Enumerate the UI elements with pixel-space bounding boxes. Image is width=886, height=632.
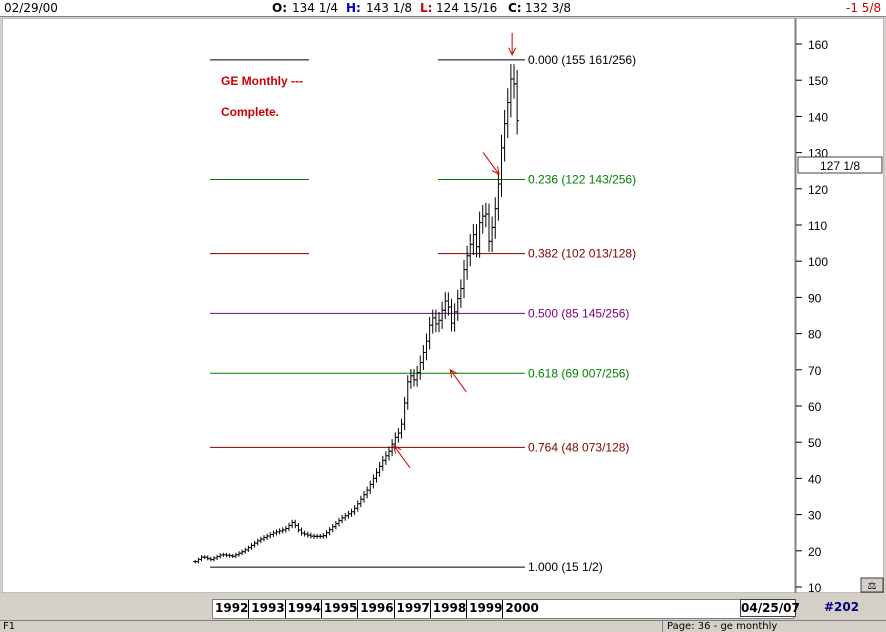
x-axis: 1992 1993 1994 1995 1996 1997 1998 1999 2000 [212, 599, 794, 619]
scale-icon[interactable]: ⚖ [868, 581, 877, 592]
x-tick-label: 1999 [469, 601, 503, 615]
chart-svg[interactable]: 102030405060708090100110120130140150160 … [1, 17, 885, 595]
y-tick-label: 140 [808, 110, 828, 124]
scale-button[interactable] [860, 577, 884, 593]
y-tick-label: 120 [808, 183, 828, 197]
x-tick-label: 1994 [287, 601, 321, 615]
y-tick-label: 60 [808, 400, 822, 414]
y-tick-label: 10 [808, 581, 822, 593]
y-tick-label: 70 [808, 364, 822, 378]
y-tick-label: 30 [808, 509, 822, 523]
x-tick-divider [393, 600, 395, 618]
y-tick-label: 160 [808, 38, 828, 52]
close-value: 132 3/8 [525, 1, 572, 15]
annotation-title: GE Monthly --- [221, 74, 303, 88]
plot-background [1, 17, 796, 594]
arrow-head [508, 47, 517, 57]
fib-level-0-764-label: 0.764 (48 073/128) [528, 440, 629, 454]
arrow-shaft [393, 445, 411, 469]
header-bar: 02/29/00 O: 134 1/4 H: 143 1/8 L: 124 15… [0, 0, 886, 17]
open-value: 134 1/4 [292, 1, 339, 15]
status-left: F1 [3, 621, 16, 632]
current-price-label: 127 1/8 [820, 159, 860, 173]
arrow-shaft [449, 369, 467, 393]
x-tick-divider [429, 600, 431, 618]
y-tick-label: 110 [808, 219, 827, 233]
fib-level-1-000-label: 1.000 (15 1/2) [528, 560, 603, 574]
arrow-head [449, 368, 458, 378]
x-tick-divider [502, 600, 504, 618]
page-number: #202 [824, 600, 860, 614]
y-tick-label: 80 [808, 328, 822, 342]
fib-level-0-382-label: 0.382 (102 013/128) [528, 247, 636, 261]
fib-level-0-500-label: 0.500 (85 145/256) [528, 306, 629, 320]
x-tick-divider [466, 600, 468, 618]
fib-level-0-000-label: 0.000 (155 161/256) [528, 53, 636, 67]
annotation-complete: Complete. [221, 105, 279, 119]
y-tick-label: 20 [808, 545, 822, 559]
arrow-shaft [482, 152, 500, 175]
x-tick-divider [320, 600, 322, 618]
y-tick-label: 150 [808, 74, 828, 88]
open-label: O: [272, 1, 287, 15]
low-value: 124 15/16 [436, 1, 498, 15]
y-tick-label: 50 [808, 436, 822, 450]
y-tick-label: 100 [808, 255, 828, 269]
x-tick-label: 1997 [396, 601, 430, 615]
header-date: 02/29/00 [4, 1, 58, 15]
y-tick-label: 40 [808, 472, 822, 486]
close-label: C: [508, 1, 522, 15]
x-tick-label: 1995 [323, 601, 358, 615]
x-tick-divider [284, 600, 286, 618]
fib-level-0-618-label: 0.618 (69 007/256) [528, 366, 629, 380]
low-label: L: [420, 1, 433, 15]
chart-area[interactable]: 10 20 30 40 50 60 70 80 90 100 110 120 130 140 150 160 … [1, 17, 885, 595]
y-axis-panel [795, 17, 885, 594]
fib-level-0-236-label: 0.236 (122 143/256) [528, 173, 636, 187]
high-value: 143 1/8 [366, 1, 413, 15]
x-tick-label: 1992 [215, 601, 249, 615]
change-value: -1 5/8 [846, 1, 882, 15]
y-tick-label: 90 [808, 291, 822, 305]
date-box[interactable]: 04/25/07 [740, 599, 800, 617]
x-tick-label: 1993 [251, 601, 285, 615]
high-label: H: [346, 1, 361, 15]
status-right: Page: 36 - ge monthly [662, 621, 886, 632]
x-tick-label: 2000 [505, 601, 539, 615]
arrow-head [393, 444, 402, 454]
current-price-box [797, 156, 883, 174]
x-tick-label: 1998 [432, 601, 467, 615]
x-tick-divider [357, 600, 359, 618]
arrow-head [491, 166, 500, 176]
status-bar: F1 Page: 36 - ge monthly [0, 620, 886, 632]
x-tick-label: 1996 [360, 601, 394, 615]
x-tick-divider [248, 600, 250, 618]
